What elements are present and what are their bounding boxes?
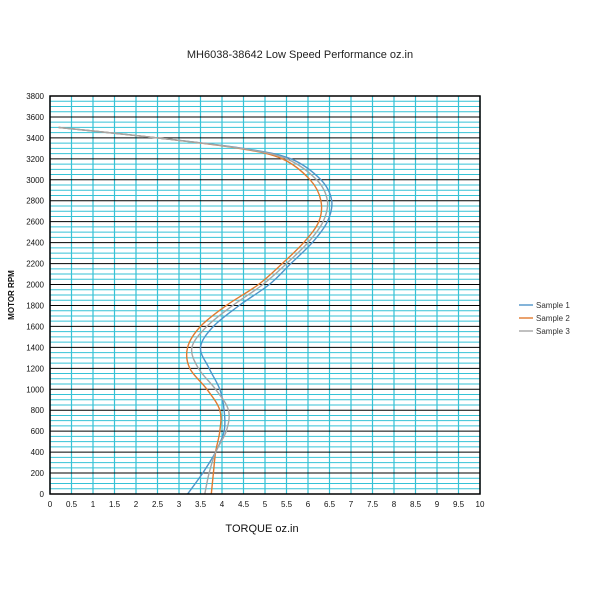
x-tick-label: 6.5 (324, 500, 336, 509)
x-tick-label: 8.5 (410, 500, 422, 509)
y-tick-label: 200 (31, 469, 45, 478)
x-tick-label: 5.5 (281, 500, 293, 509)
y-tick-label: 400 (31, 448, 45, 457)
y-tick-label: 3000 (26, 176, 44, 185)
x-tick-label: 7.5 (367, 500, 379, 509)
series-line-sample-2 (58, 126, 323, 495)
x-tick-label: 2 (134, 500, 139, 509)
y-tick-label: 3200 (26, 155, 44, 164)
chart-title: MH6038-38642 Low Speed Performance oz.in (187, 49, 413, 61)
x-tick-label: 8 (392, 500, 397, 509)
y-tick-label: 1600 (26, 322, 44, 331)
x-tick-label: 6 (306, 500, 311, 509)
y-tick-label: 1800 (26, 301, 44, 310)
x-tick-label: 1 (91, 500, 96, 509)
y-tick-labels: 0 200 400 600 800 1000 1200 1400 1600 1800 2000 220… (26, 92, 44, 499)
x-tick-label: 1.5 (109, 500, 121, 509)
y-tick-label: 600 (31, 427, 45, 436)
x-tick-label: 0.5 (66, 500, 78, 509)
y-tick-label: 3400 (26, 134, 44, 143)
y-tick-label: 1000 (26, 385, 44, 394)
y-tick-label: 0 (40, 490, 45, 499)
y-tick-label: 1200 (26, 364, 44, 373)
y-tick-label: 800 (31, 406, 45, 415)
x-tick-label: 2.5 (152, 500, 164, 509)
x-tick-label: 4.5 (238, 500, 250, 509)
legend-label: Sample 3 (536, 327, 570, 336)
y-tick-label: 3800 (26, 92, 44, 101)
series-line-sample-3 (58, 126, 329, 495)
plot-frame (49, 95, 481, 495)
x-tick-label: 3.5 (195, 500, 207, 509)
series-lines (58, 126, 333, 495)
y-tick-label: 2800 (26, 197, 44, 206)
legend-label: Sample 1 (536, 301, 570, 310)
y-axis-label: MOTOR RPM (7, 270, 16, 320)
y-tick-label: 2200 (26, 260, 44, 269)
y-tick-label: 1400 (26, 343, 44, 352)
x-tick-label: 9 (435, 500, 440, 509)
legend: Sample 1 Sample 2 Sample 3 (519, 301, 570, 336)
grid (49, 95, 481, 495)
y-tick-label: 2400 (26, 239, 44, 248)
legend-label: Sample 2 (536, 314, 570, 323)
x-axis-label: TORQUE oz.in (225, 523, 298, 535)
x-tick-label: 7 (349, 500, 354, 509)
x-tick-label: 10 (476, 500, 485, 509)
series-line-sample-1 (58, 126, 333, 495)
x-tick-label: 4 (220, 500, 225, 509)
y-tick-label: 2600 (26, 218, 44, 227)
x-tick-label: 9.5 (453, 500, 465, 509)
x-tick-labels: 0 0.5 1 1.5 2 2.5 3 3.5 4 4.5 5 5.5 6 6.5 7 7.5 8 8.5 9 9.5… (48, 500, 485, 509)
x-tick-label: 0 (48, 500, 53, 509)
x-tick-label: 5 (263, 500, 268, 509)
y-tick-label: 2000 (26, 281, 44, 290)
x-tick-label: 3 (177, 500, 182, 509)
y-tick-label: 3600 (26, 113, 44, 122)
